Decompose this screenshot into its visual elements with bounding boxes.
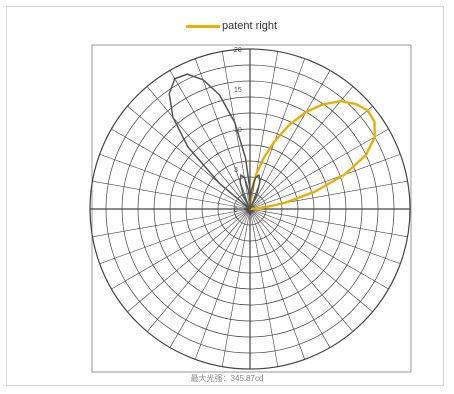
grid-spoke: [99, 153, 251, 210]
grid-spoke: [92, 208, 251, 238]
series-reference-small-lobe-curve: [239, 174, 261, 210]
grid-spoke: [146, 86, 251, 210]
chart-frame: [6, 6, 444, 386]
grid-spoke: [249, 128, 389, 210]
series-reference-lobe-curve: [168, 73, 251, 210]
series-patent-right-curve: [248, 99, 376, 211]
grid-spoke: [146, 208, 251, 332]
grid-spoke: [249, 208, 354, 332]
grid-spoke: [249, 208, 279, 367]
radial-tick-label: 15: [234, 87, 242, 94]
grid-spoke: [249, 153, 401, 210]
grid-spoke: [249, 208, 306, 360]
grid-spoke: [127, 208, 251, 313]
grid-spoke: [249, 208, 373, 313]
grid-spoke: [169, 70, 251, 210]
grid-spoke: [92, 180, 251, 210]
radial-tick-label: 0: [234, 207, 238, 214]
grid-spoke: [99, 208, 251, 265]
grid-spoke: [221, 208, 251, 367]
grid-spoke: [249, 208, 389, 290]
grid-spoke: [249, 208, 331, 348]
grid-spoke: [249, 70, 331, 210]
grid-spoke: [111, 128, 251, 210]
footer-caption: 最大光强：345.87cd: [190, 374, 264, 383]
grid-spoke: [169, 208, 251, 348]
legend-label: patent right: [222, 20, 278, 32]
grid-spoke: [111, 208, 251, 290]
grid-spoke: [249, 86, 354, 210]
grid-spoke: [249, 208, 408, 238]
grid-spoke: [249, 105, 373, 210]
radial-tick-label: 3: [234, 167, 238, 174]
legend-swatch: [186, 24, 220, 28]
radial-tick-label: 20: [234, 47, 242, 54]
legend: patent right: [186, 18, 277, 34]
grid-spoke: [249, 208, 401, 265]
grid-spoke: [194, 208, 251, 360]
